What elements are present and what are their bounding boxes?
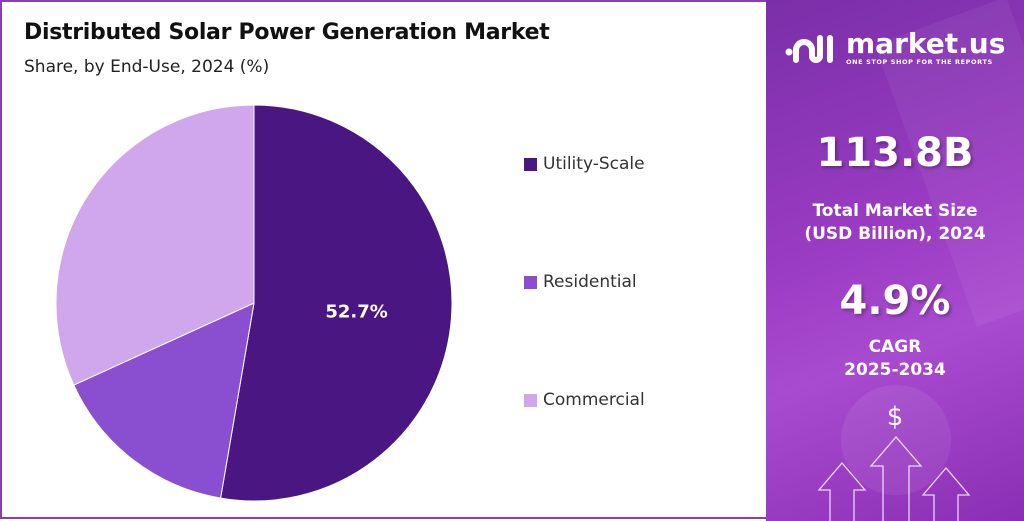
market-size-label-1: Total Market Size xyxy=(812,201,978,221)
legend-item: Commercial xyxy=(524,390,645,410)
pie-slice-utility-scale xyxy=(219,104,453,502)
pie-slice-commercial xyxy=(55,104,255,386)
legend-swatch xyxy=(524,157,537,171)
legend-item: Residential xyxy=(524,272,637,292)
cagr-label-2: 2025-2034 xyxy=(844,360,946,380)
legend-label: Residential xyxy=(543,272,637,292)
chart-subtitle: Share, by End-Use, 2024 (%) xyxy=(24,57,270,77)
market-size-label-2: (USD Billion), 2024 xyxy=(804,224,986,244)
legend-label: Commercial xyxy=(543,390,645,410)
logo-mark-icon xyxy=(785,35,833,63)
market-size-value: 113.8B xyxy=(816,130,974,176)
pie-chart: 52.7% xyxy=(55,104,453,502)
dollar-icon: $ xyxy=(886,402,904,432)
cagr-label-1: CAGR xyxy=(868,337,922,357)
arrows-up-icon xyxy=(817,436,971,521)
legend-item: Utility-Scale xyxy=(524,154,645,174)
logo-name: market.us xyxy=(846,27,1006,60)
chart-area: Distributed Solar Power Generation Marke… xyxy=(0,0,766,519)
summary-panel: market.us ONE STOP SHOP FOR THE REPORTS … xyxy=(766,0,1024,521)
cagr-value: 4.9% xyxy=(839,278,951,324)
legend-swatch xyxy=(524,393,537,407)
logo-tagline: ONE STOP SHOP FOR THE REPORTS xyxy=(846,58,993,66)
legend-swatch xyxy=(524,275,537,289)
pie-slice-residential xyxy=(73,302,255,499)
background-decoration xyxy=(817,0,1024,521)
market-us-logo: market.us ONE STOP SHOP FOR THE REPORTS xyxy=(784,30,1005,66)
chart-title: Distributed Solar Power Generation Marke… xyxy=(24,20,550,45)
data-label: 52.7% xyxy=(325,302,387,323)
legend-label: Utility-Scale xyxy=(543,154,645,174)
